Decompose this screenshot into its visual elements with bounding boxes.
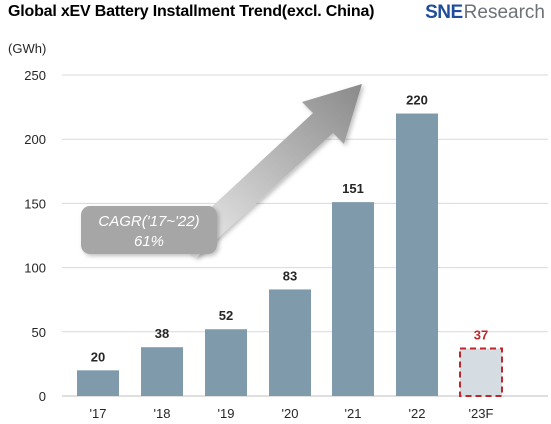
brand-word: Research xyxy=(463,2,545,23)
bar xyxy=(332,202,374,396)
x-tick-label: '23F xyxy=(469,406,494,421)
cagr-box xyxy=(81,206,217,254)
bar xyxy=(77,370,119,396)
x-tick-label: '18 xyxy=(154,406,171,421)
y-axis-unit-label: (GWh) xyxy=(8,41,46,56)
data-labels: 20 38 52 83 151 220 37 xyxy=(91,93,488,365)
y-tick-label: 100 xyxy=(24,261,46,276)
bar xyxy=(396,113,438,397)
data-label: 52 xyxy=(219,308,233,323)
data-label: 220 xyxy=(406,93,428,108)
sne-research-logo: SNEResearch xyxy=(425,2,545,24)
x-tick-label: '21 xyxy=(345,406,362,421)
x-tick-label: '17 xyxy=(90,406,107,421)
data-label: 37 xyxy=(474,327,488,342)
data-label: 151 xyxy=(342,181,364,196)
y-tick-label: 150 xyxy=(24,196,46,211)
data-label: 20 xyxy=(91,349,105,364)
y-axis: 0 50 100 150 200 250 xyxy=(24,68,46,404)
x-tick-label: '19 xyxy=(218,406,235,421)
bars xyxy=(77,113,503,398)
cagr-label: CAGR('17~'22) xyxy=(98,213,199,230)
bar xyxy=(205,329,247,396)
y-tick-label: 200 xyxy=(24,132,46,147)
data-label: 83 xyxy=(283,268,297,283)
x-tick-label: '22 xyxy=(409,406,426,421)
x-axis: '17 '18 '19 '20 '21 '22 '23F xyxy=(90,406,494,421)
chart-title: Global xEV Battery Installment Trend(exc… xyxy=(8,3,375,20)
growth-annotation: CAGR('17~'22) 61% xyxy=(81,84,362,258)
brand-mark: SNE xyxy=(425,2,463,23)
x-tick-label: '20 xyxy=(282,406,299,421)
cagr-value: 61% xyxy=(134,233,164,250)
bar xyxy=(269,289,311,396)
bar xyxy=(141,347,183,396)
y-tick-label: 250 xyxy=(24,68,46,83)
y-tick-label: 0 xyxy=(39,389,46,404)
growth-arrow xyxy=(177,84,362,258)
y-tick-label: 50 xyxy=(32,325,46,340)
data-label: 38 xyxy=(155,326,169,341)
bar-forecast xyxy=(459,347,503,398)
